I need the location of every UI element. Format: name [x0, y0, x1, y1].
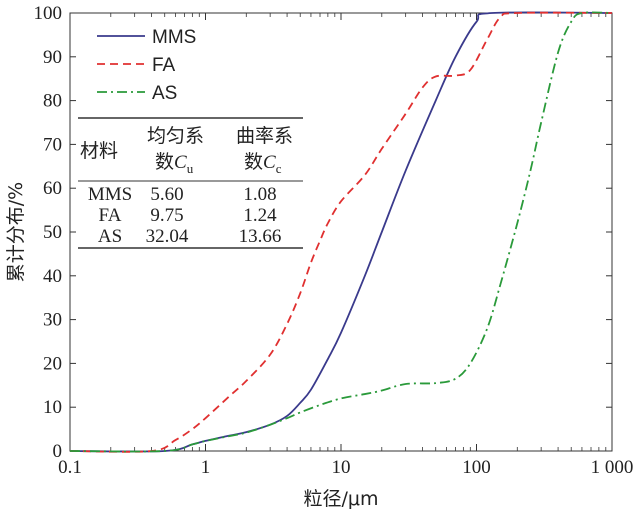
series-line-mms [69, 11, 613, 453]
table-cell: 1.08 [243, 184, 276, 205]
x-tick-label: 1 [201, 457, 211, 478]
table-header-material: 材料 [80, 140, 118, 162]
table-cell: 32.04 [146, 226, 189, 247]
table-header-cu-sub: 数Cu [155, 151, 194, 176]
x-tick-label: 10 [332, 457, 351, 478]
table-cell: FA [99, 205, 122, 226]
table-cell: 5.60 [150, 184, 183, 205]
y-tick-label: 100 [34, 3, 63, 24]
y-tick-label: 60 [43, 178, 62, 199]
x-tick-label: 0.1 [58, 457, 82, 478]
y-tick-label: 30 [43, 310, 62, 331]
x-tick-label: 100 [462, 457, 491, 478]
y-tick-label: 70 [43, 134, 62, 155]
y-tick-label: 80 [43, 91, 62, 112]
y-tick-label: 10 [43, 397, 62, 418]
legend: MMS FA AS [97, 27, 196, 104]
legend-label: AS [152, 83, 177, 104]
y-tick-label: 50 [43, 222, 62, 243]
series-line-as [69, 11, 613, 453]
legend-label: FA [152, 55, 176, 76]
table-cell: 9.75 [150, 205, 183, 226]
y-tick-label: 20 [43, 353, 62, 374]
series-layer [69, 11, 613, 453]
table-header-cc: 曲率系 [236, 125, 293, 147]
y-tick-label: 90 [43, 47, 62, 68]
table-cell: AS [98, 226, 122, 247]
x-axis-label: 粒径/μm [304, 488, 379, 510]
y-tick-label: 0 [53, 441, 63, 462]
x-tick-label: 1 000 [591, 457, 634, 478]
table-header-cu: 均匀系 [147, 125, 204, 147]
table-cell: 1.24 [243, 205, 277, 226]
table-cell: MMS [88, 184, 132, 205]
y-axis-ticks: 0 10 20 30 40 50 60 70 80 90 100 [34, 3, 612, 462]
x-axis-ticks: 0.1 1 10 100 1 000 [58, 13, 633, 478]
y-tick-label: 40 [43, 266, 62, 287]
legend-label: MMS [152, 27, 196, 48]
table-cell: 13.66 [239, 226, 282, 247]
y-axis-label: 累计分布/% [5, 182, 27, 282]
table-header-cc-sub: 数Cc [244, 151, 282, 176]
parameter-table: 材料 均匀系 数Cu 曲率系 数Cc MMS 5.60 1.08 FA 9.75… [78, 117, 303, 249]
series-line-fa [69, 11, 613, 453]
